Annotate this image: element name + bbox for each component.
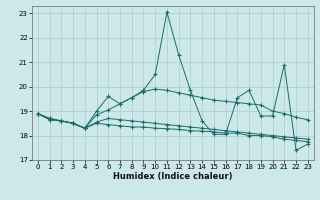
X-axis label: Humidex (Indice chaleur): Humidex (Indice chaleur): [113, 172, 233, 181]
